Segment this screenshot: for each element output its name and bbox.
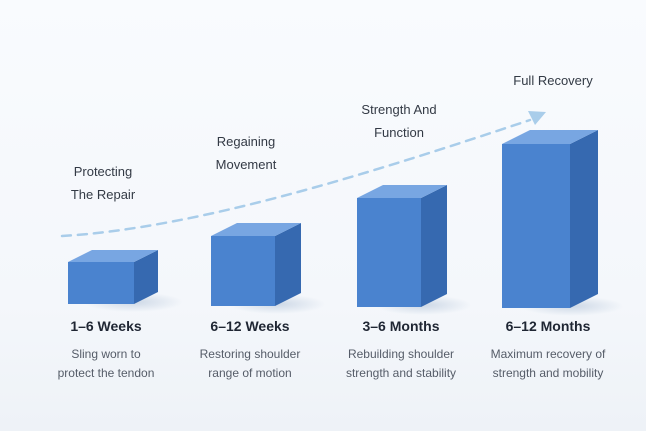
stage-block-1 [68,250,158,304]
block-front-4 [502,144,570,308]
stage-label-protecting: Protecting The Repair [70,164,136,202]
period-1-6-weeks: 1–6 Weeks [70,318,142,334]
block-top-3 [357,185,447,198]
block-front-2 [211,236,275,306]
description-3: Rebuilding shoulder strength and stabili… [345,347,457,380]
progress-arrow [60,118,532,238]
block-side-3 [421,185,447,307]
description-4: Maximum recovery of strength and mobilit… [490,347,606,380]
block-side-2 [275,223,301,306]
block-side-1 [134,250,158,304]
block-front-3 [357,198,421,307]
block-front-1 [68,262,134,304]
stage-block-4 [502,130,598,308]
block-top-4 [502,130,598,144]
arrow-head [528,111,546,125]
stage-label-regaining: Regaining Movement [215,134,277,172]
description-1: Sling worn to protect the tendon [57,347,155,380]
period-3-6-months: 3–6 Months [362,318,440,334]
block-top-1 [68,250,158,262]
block-top-2 [211,223,301,236]
period-6-12-weeks: 6–12 Weeks [210,318,290,334]
description-2: Restoring shoulder range of motion [199,347,301,380]
stage-block-3 [357,185,447,307]
stage-label-strength: Strength And Function [361,102,437,140]
block-side-4 [570,130,598,308]
period-6-12-months: 6–12 Months [505,318,591,334]
stage-label-full-recovery: Full Recovery [513,73,593,88]
stage-block-2 [211,223,301,306]
